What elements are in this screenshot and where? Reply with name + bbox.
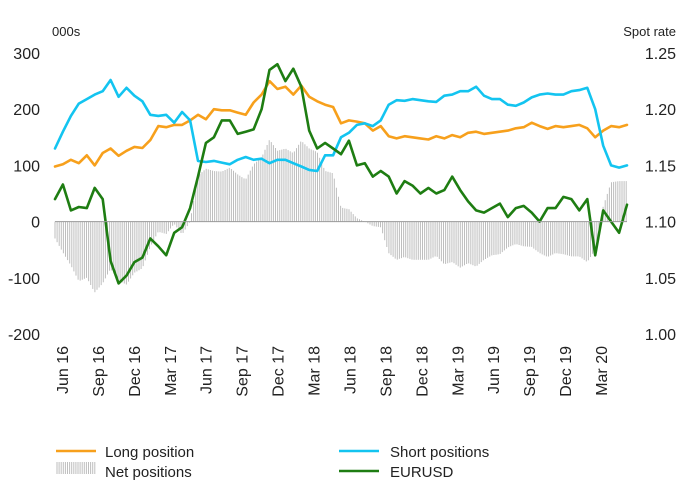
x-tick-label: Sep 17 bbox=[235, 346, 252, 397]
left-tick-label: 200 bbox=[13, 102, 40, 119]
x-axis-ticks: Jun 16 Sep 16 Dec 16 Mar 17 Jun 17 Sep 17 Dec … bbox=[55, 346, 611, 397]
left-tick-label: -100 bbox=[8, 271, 40, 288]
left-tick-label: 0 bbox=[31, 215, 40, 232]
x-tick-label: Sep 18 bbox=[378, 346, 395, 397]
right-tick-label: 1.00 bbox=[645, 327, 676, 344]
long-position-line bbox=[53, 79, 629, 168]
legend-short-label: Short positions bbox=[390, 444, 489, 461]
legend-eurusd-label: EURUSD bbox=[390, 464, 454, 481]
left-axis-ticks: 300 200 100 0 -100 -200 bbox=[8, 46, 40, 344]
right-tick-label: 1.10 bbox=[645, 215, 676, 232]
net-positions-bars bbox=[54, 140, 627, 293]
left-tick-label: -200 bbox=[8, 327, 40, 344]
right-tick-label: 1.15 bbox=[645, 158, 676, 175]
legend-long-label: Long position bbox=[105, 444, 194, 461]
legend-item-net: Net positions bbox=[56, 462, 192, 481]
x-tick-label: Mar 18 bbox=[307, 346, 324, 396]
legend-item-short: Short positions bbox=[339, 444, 489, 461]
eurusd-line bbox=[53, 62, 629, 285]
legend: Long position Net positions Short positi… bbox=[56, 444, 489, 481]
legend-item-long: Long position bbox=[56, 444, 194, 461]
left-tick-label: 100 bbox=[13, 158, 40, 175]
right-tick-label: 1.20 bbox=[645, 102, 676, 119]
legend-item-eurusd: EURUSD bbox=[339, 464, 454, 481]
x-tick-label: Sep 16 bbox=[91, 346, 108, 397]
right-axis-ticks: 1.25 1.20 1.15 1.10 1.05 1.00 bbox=[645, 46, 676, 344]
x-tick-label: Jun 18 bbox=[343, 346, 360, 394]
x-tick-label: Dec 17 bbox=[271, 346, 288, 397]
x-tick-label: Mar 19 bbox=[450, 346, 467, 396]
x-tick-label: Jun 16 bbox=[55, 346, 72, 394]
x-tick-label: Dec 16 bbox=[127, 346, 144, 397]
x-tick-label: Jun 17 bbox=[199, 346, 216, 394]
right-tick-label: 1.05 bbox=[645, 271, 676, 288]
x-tick-label: Sep 19 bbox=[522, 346, 539, 397]
x-tick-label: Dec 19 bbox=[558, 346, 575, 397]
short-positions-line bbox=[53, 78, 629, 173]
right-tick-label: 1.25 bbox=[645, 46, 676, 63]
x-tick-label: Dec 18 bbox=[414, 346, 431, 397]
series-lines bbox=[53, 62, 629, 285]
x-tick-label: Mar 20 bbox=[594, 346, 611, 396]
left-axis-label: 000s bbox=[52, 24, 81, 39]
legend-net-label: Net positions bbox=[105, 464, 192, 481]
x-tick-label: Mar 17 bbox=[163, 346, 180, 396]
x-tick-label: Jun 19 bbox=[486, 346, 503, 394]
left-tick-label: 300 bbox=[13, 46, 40, 63]
right-axis-label: Spot rate bbox=[623, 24, 676, 39]
